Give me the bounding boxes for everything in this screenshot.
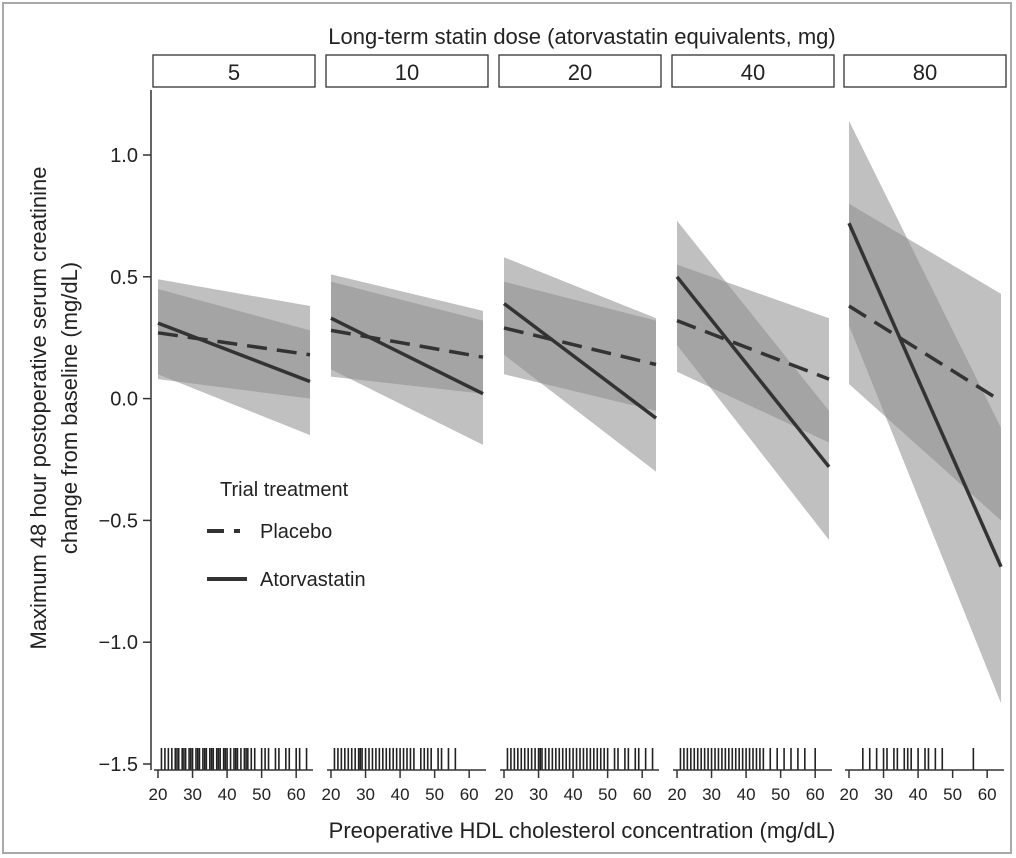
facet-strips: 5 10 20 40 80 [152,54,1007,88]
legend-atorvastatin-label: Atorvastatin [260,569,366,591]
x-tick-label: 40 [391,785,410,804]
x-axis-title: Preoperative HDL cholesterol concentrati… [329,818,836,843]
facet-title: Long-term statin dose (atorvastatin equi… [328,24,835,49]
atorvastatin-line-dose-5 [157,321,311,384]
x-tick-label: 60 [287,785,306,804]
facet-strip-40 [671,54,835,88]
x-tick-label: 30 [702,785,721,804]
x-tick-label: 50 [425,785,444,804]
x-axis-dose-20: 20 30 40 50 60 [495,769,659,804]
placebo-line-dose-10 [330,328,484,359]
atorvastatin-ci-band-dose-10 [331,274,483,445]
x-tick-label: 60 [978,785,997,804]
x-tick-label: 20 [840,785,859,804]
atorvastatin-ci-band-dose-20 [504,257,656,472]
x-axis-dose-5: 20 30 40 50 60 [149,769,313,804]
facet-label-80: 80 [913,60,937,85]
y-tick-label: 1.0 [110,145,138,167]
x-tick-label: 40 [218,785,237,804]
y-tick-label: −1.0 [99,632,138,654]
panel-dose-80 [847,120,1003,770]
atorvastatin-ci-band-dose-40 [677,220,829,540]
legend: Trial treatment Placebo Atorvastatin [207,479,366,591]
y-tick-label: −1.5 [99,754,138,776]
panel-dose-10 [330,274,484,770]
y-axis: 1.0 0.5 0.0 −0.5 −1.0 −1.5 [99,90,152,776]
atorvastatin-ci-band-dose-5 [158,279,310,436]
panel-dose-5 [157,279,311,770]
panel-dose-20 [502,257,658,770]
panel-dose-40 [675,220,831,770]
x-tick-label: 40 [909,785,928,804]
atorvastatin-line-dose-20 [502,302,658,420]
x-tick-label: 20 [668,785,687,804]
x-axes: 20 30 40 50 60 20 30 40 50 60 20 30 40 50 60 20 30 40 50 60… [149,769,1004,804]
facet-label-5: 5 [228,60,240,85]
x-axis-dose-10: 20 30 40 50 60 [322,769,486,804]
y-axis-title-line-1: Maximum 48 hour postoperative serum crea… [26,166,51,649]
x-tick-label: 50 [771,785,790,804]
facet-strip-10 [325,54,489,88]
legend-title: Trial treatment [220,479,349,501]
facet-label-20: 20 [568,60,592,85]
y-tick-label: 0.0 [110,389,138,411]
x-tick-label: 20 [322,785,341,804]
facet-strip-80 [843,54,1007,88]
x-axis-dose-80: 20 30 40 50 60 [840,769,1004,804]
placebo-line-dose-5 [157,331,311,357]
placebo-line-dose-20 [503,326,657,367]
x-tick-label: 20 [149,785,168,804]
x-tick-label: 30 [529,785,548,804]
x-tick-label: 30 [874,785,893,804]
x-tick-label: 60 [460,785,479,804]
atorvastatin-line-dose-80 [847,222,1003,568]
facet-strip-5 [152,54,316,88]
facet-label-10: 10 [395,60,419,85]
x-tick-label: 30 [183,785,202,804]
x-tick-label: 40 [564,785,583,804]
y-tick-label: 0.5 [110,267,138,289]
placebo-line-dose-40 [676,319,830,381]
x-tick-label: 50 [598,785,617,804]
x-tick-label: 60 [806,785,825,804]
x-tick-label: 60 [633,785,652,804]
legend-placebo-label: Placebo [260,521,332,543]
facet-label-40: 40 [741,60,765,85]
x-tick-label: 50 [252,785,271,804]
y-axis-title-line-2: change from baseline (mg/dL) [57,262,82,554]
y-tick-label: −0.5 [99,510,138,532]
atorvastatin-line-dose-10 [330,316,484,396]
plot-panels [157,120,1003,770]
x-axis-dose-40: 20 30 40 50 60 [668,769,832,804]
x-tick-label: 50 [943,785,962,804]
atorvastatin-ci-band-dose-80 [849,120,1001,704]
x-tick-label: 20 [495,785,514,804]
x-tick-label: 30 [356,785,375,804]
atorvastatin-line-dose-40 [675,275,831,468]
x-tick-label: 40 [737,785,756,804]
facet-strip-20 [498,54,662,88]
